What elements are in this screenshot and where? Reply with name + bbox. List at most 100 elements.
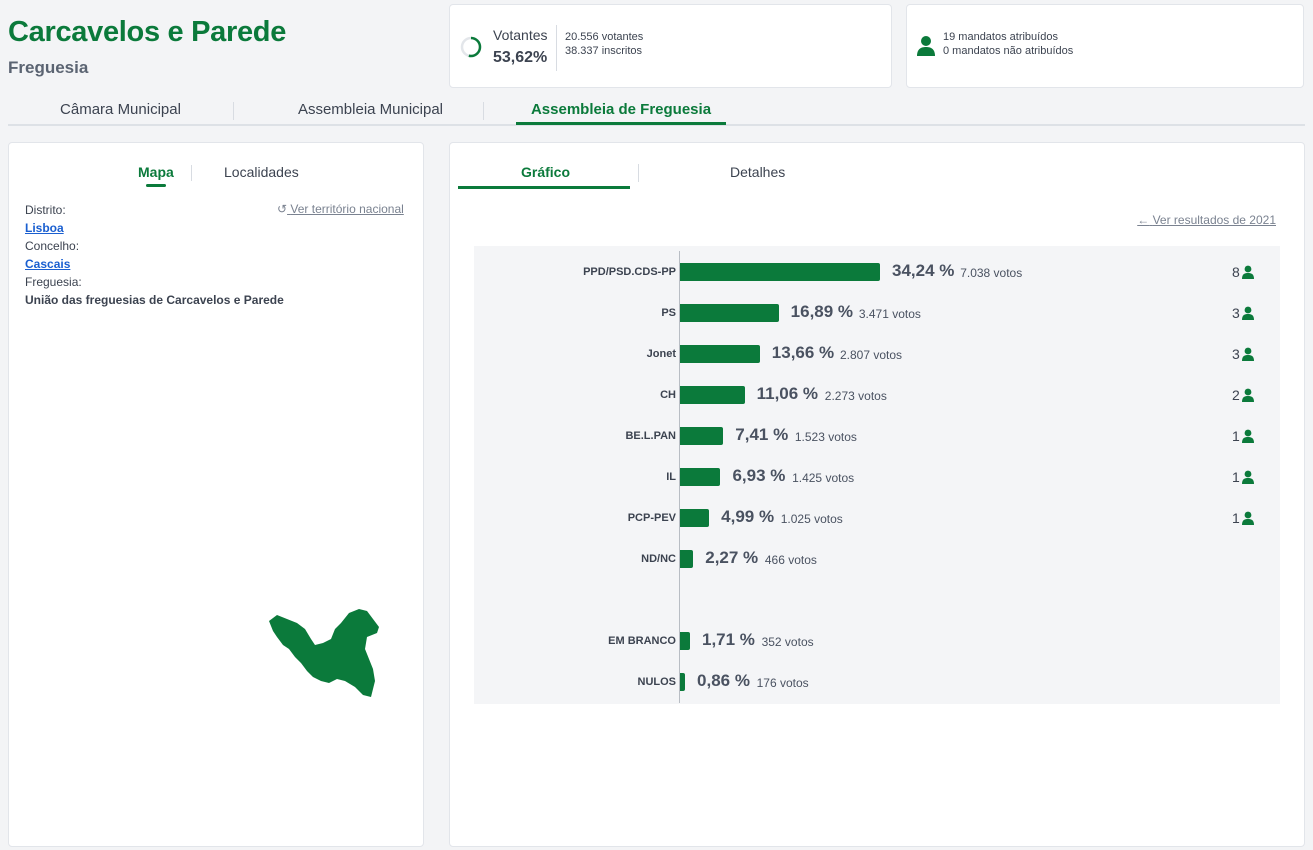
- chart-row: Jonet 13,66 % 2.807 votos 3: [474, 343, 1280, 365]
- tab-grafico[interactable]: Gráfico: [521, 164, 571, 180]
- election-tabs: Câmara Municipal Assembleia Municipal As…: [8, 98, 1305, 126]
- chart-row: ND/NC 2,27 % 466 votos: [474, 548, 1280, 570]
- tab-divider: [233, 102, 234, 120]
- person-icon: [1242, 511, 1254, 525]
- votes-label: 176 votos: [756, 676, 809, 690]
- arrow-left-icon: ←: [1137, 213, 1150, 227]
- mandates-card: 19 mandatos atribuídos 0 mandatos não at…: [906, 4, 1304, 88]
- tab-localidades[interactable]: Localidades: [224, 164, 299, 180]
- party-label: IL: [666, 471, 676, 483]
- undo-icon: ↺: [277, 202, 288, 216]
- votes-label: 1.523 votos: [794, 430, 857, 444]
- national-territory-label: Ver território nacional: [290, 202, 404, 216]
- chart-row: PCP-PEV 4,99 % 1.025 votos 1: [474, 507, 1280, 529]
- tab-divider: [638, 164, 639, 182]
- person-icon: [1242, 388, 1254, 402]
- percentage-label: 1,71 %: [701, 630, 755, 649]
- votes-label: 352 votos: [761, 635, 814, 649]
- seats-count: 3: [1232, 305, 1240, 321]
- party-label: Jonet: [646, 348, 676, 360]
- result-bar: [680, 345, 760, 363]
- result-bar: [680, 263, 880, 281]
- tab-mapa[interactable]: Mapa: [138, 164, 174, 180]
- party-label: PCP-PEV: [627, 512, 676, 524]
- votes-label: 1.025 votos: [780, 512, 843, 526]
- previous-results-link[interactable]: ← Ver resultados de 2021: [1137, 213, 1276, 227]
- party-label: NULOS: [637, 676, 677, 688]
- parish-map-shape[interactable]: [267, 607, 385, 699]
- chart-row: EM BRANCO 1,71 % 352 votos: [474, 630, 1280, 652]
- active-tab-indicator: [516, 122, 726, 125]
- party-label: PS: [661, 307, 676, 319]
- percentage-label: 13,66 %: [771, 343, 835, 362]
- previous-results-label: Ver resultados de 2021: [1152, 213, 1276, 227]
- mandates-unassigned: 0 mandatos não atribuídos: [943, 45, 1074, 57]
- chart-axis: [679, 251, 680, 703]
- location-panel: Mapa Localidades Distrito: Lisboa Concel…: [8, 142, 424, 847]
- tab-assembleia-municipal[interactable]: Assembleia Municipal: [297, 101, 444, 118]
- tab-camara-municipal[interactable]: Câmara Municipal: [60, 101, 181, 118]
- chart-row: CH 11,06 % 2.273 votos 2: [474, 384, 1280, 406]
- party-label: CH: [660, 389, 676, 401]
- chart-row: PPD/PSD.CDS-PP 34,24 % 7.038 votos 8: [474, 261, 1280, 283]
- active-tab-indicator: [146, 184, 166, 187]
- votes-label: 3.471 votos: [858, 307, 921, 321]
- tab-divider: [191, 165, 192, 181]
- chart-row: NULOS 0,86 % 176 votos: [474, 671, 1280, 693]
- tab-assembleia-freguesia[interactable]: Assembleia de Freguesia: [530, 101, 712, 118]
- result-bar: [680, 427, 724, 445]
- district-link[interactable]: Lisboa: [25, 221, 64, 235]
- turnout-ring-icon: [460, 36, 482, 58]
- parish-label: Freguesia:: [25, 275, 82, 289]
- person-icon: [1242, 306, 1254, 320]
- seats-count: 8: [1232, 264, 1240, 280]
- tab-detalhes[interactable]: Detalhes: [730, 164, 786, 180]
- page-title: Carcavelos e Parede: [8, 16, 287, 48]
- result-bar: [680, 632, 690, 650]
- municipality-link[interactable]: Cascais: [25, 257, 71, 271]
- seats-count: 1: [1232, 428, 1240, 444]
- person-icon: [1242, 347, 1254, 361]
- municipality-label: Concelho:: [25, 239, 80, 253]
- result-bar: [680, 386, 745, 404]
- votes-label: 7.038 votos: [960, 266, 1023, 280]
- seats-count: 3: [1232, 346, 1240, 362]
- votes-label: 2.807 votos: [839, 348, 903, 362]
- results-bar-chart: PPD/PSD.CDS-PP 34,24 % 7.038 votos 8 PS 16,89…: [474, 246, 1280, 704]
- person-icon: [917, 36, 935, 56]
- turnout-card: Votantes 53,62% 20.556 votantes 38.337 i…: [449, 4, 892, 88]
- percentage-label: 4,99 %: [721, 507, 775, 526]
- result-bar: [680, 304, 779, 322]
- chart-row: PS 16,89 % 3.471 votos 3: [474, 302, 1280, 324]
- votes-label: 2.273 votos: [824, 389, 887, 403]
- percentage-label: 34,24 %: [892, 261, 955, 280]
- chart-row: BE.L.PAN 7,41 % 1.523 votos 1: [474, 425, 1280, 447]
- mandates-assigned: 19 mandatos atribuídos: [943, 31, 1058, 43]
- party-label: BE.L.PAN: [625, 430, 676, 442]
- page-subtitle: Freguesia: [8, 58, 89, 77]
- tab-divider: [483, 102, 484, 120]
- person-icon: [1242, 265, 1254, 279]
- percentage-label: 16,89 %: [790, 302, 854, 321]
- votes-label: 1.425 votos: [792, 471, 855, 485]
- chart-row: IL 6,93 % 1.425 votos 1: [474, 466, 1280, 488]
- party-label: PPD/PSD.CDS-PP: [583, 266, 676, 278]
- party-label: ND/NC: [641, 553, 676, 565]
- percentage-label: 7,41 %: [735, 425, 789, 444]
- district-label: Distrito:: [25, 203, 66, 217]
- percentage-label: 6,93 %: [732, 466, 786, 485]
- results-panel: Gráfico Detalhes ← Ver resultados de 202…: [449, 142, 1305, 847]
- votes-label: 466 votos: [764, 553, 817, 567]
- registered-count: 38.337 inscritos: [565, 45, 643, 57]
- result-bar: [680, 509, 710, 527]
- active-tab-indicator: [458, 186, 630, 189]
- turnout-label: Votantes: [493, 27, 548, 43]
- person-icon: [1242, 429, 1254, 443]
- result-bar: [680, 468, 721, 486]
- party-label: EM BRANCO: [608, 635, 676, 647]
- seats-count: 2: [1232, 387, 1240, 403]
- result-bar: [680, 673, 686, 691]
- percentage-label: 11,06 %: [756, 384, 819, 403]
- national-territory-link[interactable]: ↺ Ver território nacional: [277, 202, 404, 216]
- percentage-label: 0,86 %: [697, 671, 750, 690]
